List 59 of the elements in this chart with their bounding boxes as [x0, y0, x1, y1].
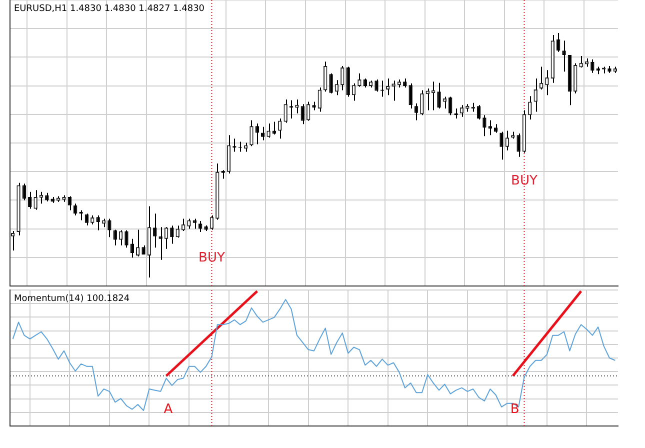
candlestick [374, 78, 378, 92]
candlestick [108, 218, 112, 238]
candlestick [244, 142, 248, 152]
candlestick [295, 98, 299, 114]
chart-title: Momentum(14) 100.1824 [14, 294, 130, 304]
candlestick [10, 230, 15, 252]
candlestick [562, 40, 566, 72]
candlestick [340, 66, 344, 91]
candlestick [500, 131, 504, 160]
candlestick [358, 72, 362, 88]
annotation: BUY [511, 174, 538, 189]
candlestick [386, 78, 390, 96]
candlestick [306, 101, 310, 122]
candlestick [170, 225, 174, 244]
candlestick [284, 98, 288, 124]
candlestick [250, 120, 254, 147]
candlestick [90, 214, 94, 225]
candlestick [142, 244, 146, 255]
candlestick [124, 230, 128, 248]
candlestick [158, 226, 162, 260]
candlestick [136, 229, 140, 257]
candlestick [39, 191, 44, 204]
candlestick [437, 82, 441, 110]
candlestick [34, 190, 38, 210]
candlestick [528, 96, 532, 120]
candlestick [300, 104, 304, 125]
candlestick [261, 126, 265, 141]
candlestick [210, 214, 214, 230]
candlestick [130, 238, 134, 258]
candlestick [482, 114, 486, 137]
candlestick [181, 218, 186, 232]
candlestick [187, 218, 191, 230]
candlestick [460, 104, 464, 118]
candlestick [505, 130, 510, 151]
candlestick [420, 90, 424, 116]
candlestick [96, 214, 100, 231]
candlestick [590, 58, 594, 74]
candlestick [329, 72, 333, 94]
candlestick [392, 80, 396, 102]
candlestick [266, 122, 270, 138]
candlestick [153, 213, 157, 248]
candlestick [431, 81, 436, 111]
series-label: A [164, 402, 173, 417]
candlestick [68, 196, 72, 211]
chart-title: EURUSD,H1 1.4830 1.4830 1.4827 1.4830 [14, 4, 205, 14]
candlestick [545, 70, 549, 96]
candlestick [118, 230, 123, 246]
candlestick [164, 226, 168, 250]
candlestick [403, 78, 407, 88]
candlestick [278, 118, 282, 140]
candlestick [426, 88, 430, 111]
candlestick [198, 220, 202, 232]
candlestick [579, 55, 583, 68]
candlestick [414, 102, 418, 121]
candlestick [192, 218, 197, 230]
annotation: BUY [198, 250, 225, 266]
candlestick [516, 132, 520, 158]
series-label: B [510, 402, 520, 417]
candlestick [488, 120, 492, 136]
